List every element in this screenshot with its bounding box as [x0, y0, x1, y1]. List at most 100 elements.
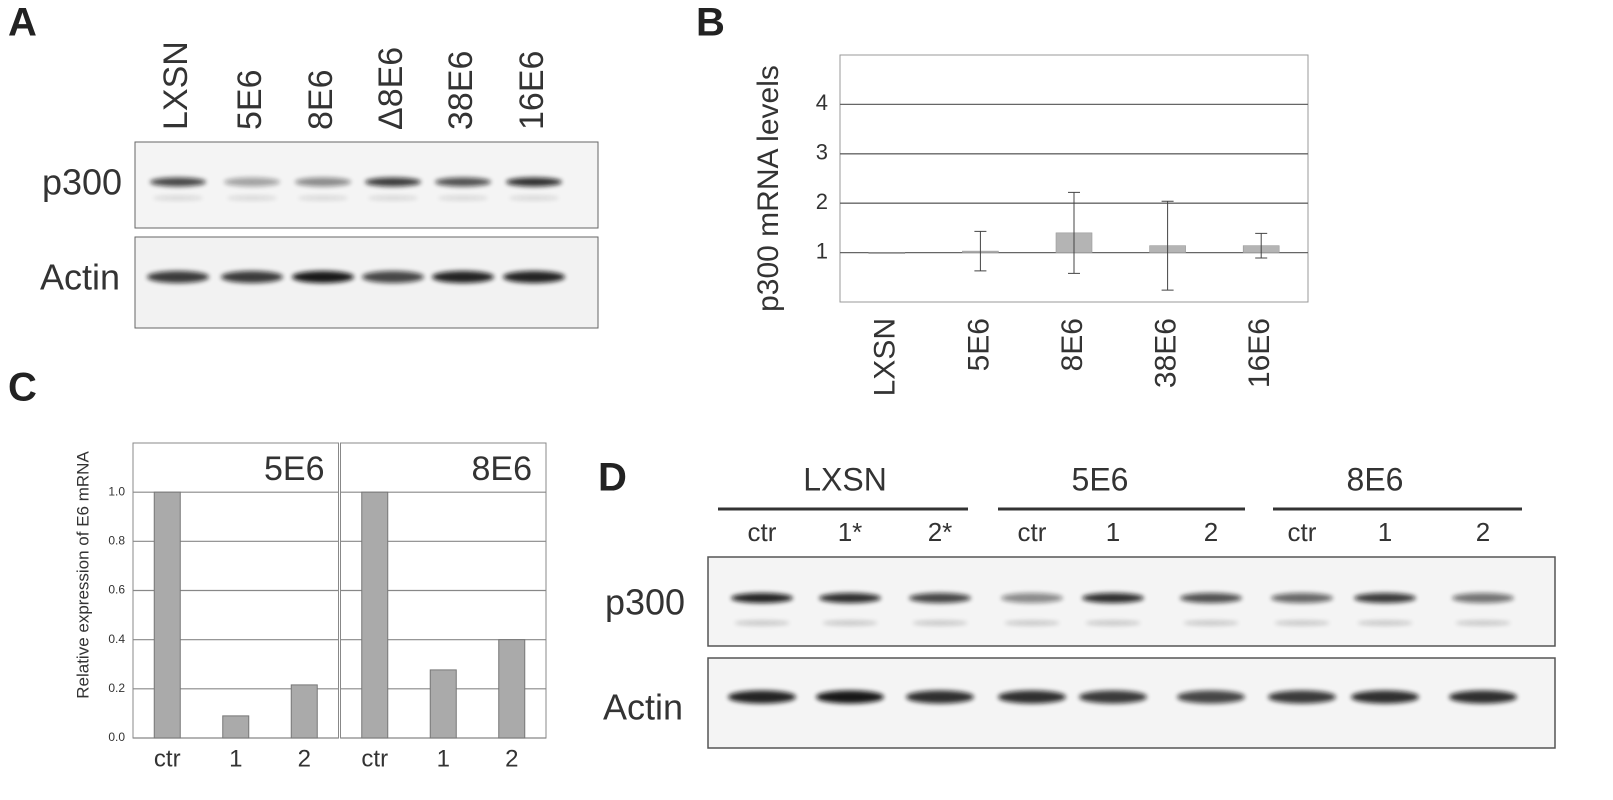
y-tick-label: 0.8: [108, 534, 125, 548]
lane-label: 8E6: [302, 70, 340, 131]
x-tick-label: 2: [505, 745, 518, 772]
band: [1004, 620, 1060, 626]
error-bar: [1255, 232, 1268, 259]
band: [295, 177, 351, 187]
panel-letter: C: [8, 366, 37, 410]
band: [503, 271, 565, 283]
band: [1271, 593, 1333, 603]
band: [435, 177, 491, 187]
band: [150, 177, 206, 187]
lane-label: 1: [1106, 517, 1120, 547]
panel-letter: D: [598, 456, 627, 500]
group-label: 5E6: [1072, 461, 1129, 497]
x-tick-label: 16E6: [1243, 318, 1276, 388]
y-tick-label: 3: [816, 140, 828, 165]
band: [1455, 620, 1511, 626]
x-tick-label: 38E6: [1150, 318, 1183, 388]
lane-label: 2: [1476, 517, 1490, 547]
panel-letter: A: [8, 1, 37, 45]
y-axis-label: p300 mRNA levels: [752, 65, 785, 312]
x-tick-label: 1: [229, 745, 242, 772]
lane-label: 1*: [838, 517, 863, 547]
band: [1449, 690, 1517, 704]
band: [221, 271, 283, 283]
band: [227, 195, 277, 201]
lane-label: ctr: [748, 517, 777, 547]
y-axis-label: Relative expression of E6 mRNA: [73, 451, 92, 699]
y-tick-label: 0.4: [108, 632, 125, 646]
band: [506, 177, 562, 187]
band: [1180, 593, 1242, 603]
band: [224, 177, 280, 187]
lane-label: Δ8E6: [372, 47, 410, 130]
band: [1001, 593, 1063, 603]
lane-label: 5E6: [231, 70, 269, 131]
band: [1274, 620, 1330, 626]
x-tick-label: ctr: [361, 745, 388, 772]
x-tick-label: 1: [437, 745, 450, 772]
y-tick-label: 1: [816, 238, 828, 263]
x-tick-label: LXSN: [869, 318, 902, 396]
lane-label: ctr: [1288, 517, 1317, 547]
bar: [290, 684, 318, 739]
band: [906, 690, 974, 704]
blot: [134, 236, 599, 329]
band: [153, 195, 203, 201]
band: [1354, 593, 1416, 603]
y-tick-label: 2: [816, 189, 828, 214]
x-tick-label: 8E6: [1056, 318, 1089, 371]
band: [147, 271, 209, 283]
band: [1351, 690, 1419, 704]
bar: [868, 252, 906, 254]
lane-label: 2*: [928, 517, 953, 547]
lane-label: 16E6: [513, 51, 551, 130]
lane-label: LXSN: [157, 41, 195, 130]
lane-label: 38E6: [442, 51, 480, 130]
band: [998, 690, 1066, 704]
band: [362, 271, 424, 283]
y-tick-label: 1.0: [108, 484, 125, 498]
band: [292, 271, 354, 283]
facet-title: 5E6: [264, 450, 325, 488]
error-bar: [1161, 200, 1174, 291]
band: [1452, 593, 1514, 603]
band: [909, 593, 971, 603]
band: [816, 690, 884, 704]
band: [728, 690, 796, 704]
band: [365, 177, 421, 187]
band: [1357, 620, 1413, 626]
bar: [498, 639, 526, 739]
y-tick-label: 0.0: [108, 730, 125, 744]
facet-title: 8E6: [472, 450, 533, 488]
y-tick-label: 0.2: [108, 681, 125, 695]
band: [734, 620, 790, 626]
y-tick-label: 0.6: [108, 583, 125, 597]
bar: [153, 491, 181, 739]
x-tick-label: 5E6: [962, 318, 995, 371]
bar: [361, 491, 389, 739]
band: [822, 620, 878, 626]
error-bar: [1068, 191, 1080, 274]
band: [298, 195, 348, 201]
band: [509, 195, 559, 201]
panel-letter: B: [696, 1, 725, 45]
band: [1079, 690, 1147, 704]
row-label: Actin: [603, 687, 683, 728]
bar: [429, 669, 457, 739]
error-bar: [974, 230, 987, 272]
x-tick-label: 2: [298, 745, 311, 772]
band: [731, 593, 793, 603]
blot: [707, 657, 1556, 749]
group-label: LXSN: [803, 461, 887, 497]
band: [1177, 690, 1245, 704]
band: [368, 195, 418, 201]
x-tick-label: ctr: [154, 745, 181, 772]
row-label: Actin: [40, 257, 120, 298]
lane-label: 2: [1204, 517, 1218, 547]
row-label: p300: [605, 582, 685, 623]
band: [819, 593, 881, 603]
bar: [222, 715, 250, 739]
group-label: 8E6: [1347, 461, 1404, 497]
